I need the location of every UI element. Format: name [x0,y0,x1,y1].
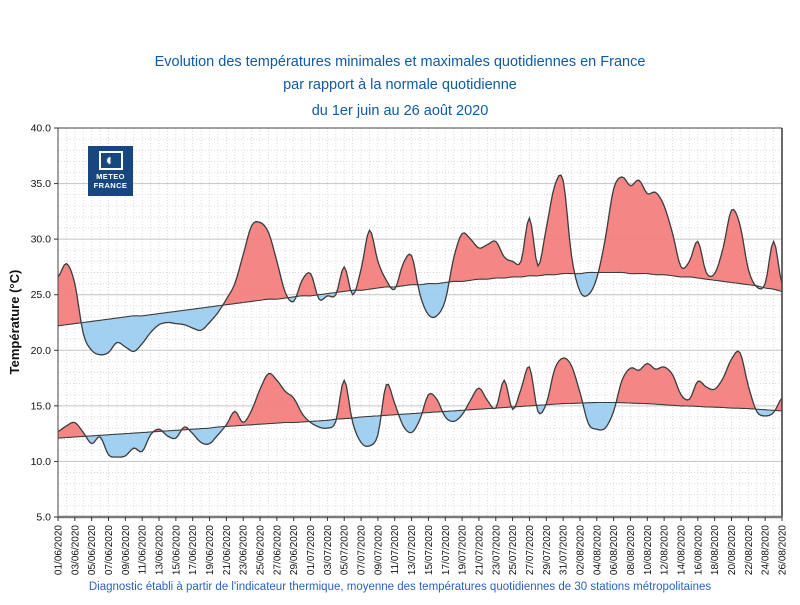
x-tick-label: 01/07/2020 [306,525,317,575]
x-tick-label: 27/07/2020 [525,525,536,575]
x-tick-label: 29/06/2020 [289,525,300,575]
tmin-below-normal-area [85,431,154,458]
x-tick-label: 15/07/2020 [424,525,435,575]
x-tick-label: 08/08/2020 [626,525,637,575]
x-tick-label: 24/08/2020 [761,525,772,575]
x-tick-label: 09/06/2020 [121,525,132,575]
x-tick-label: 16/08/2020 [693,525,704,575]
chart-title-line3: du 1er juin au 26 août 2020 [311,103,489,119]
tmax-above-normal-area [222,221,288,306]
tmax-above-normal-area [296,272,318,297]
logo-text-line2: FRANCE [93,181,128,190]
chart-title-line1: Evolution des températures minimales et … [154,54,646,70]
tmax-below-normal-area [417,281,450,318]
tmin-above-normal-area [381,384,399,416]
y-tick-label: 40.0 [31,123,52,135]
tmin-below-normal-area [755,409,775,416]
tmin-above-normal-area [515,367,537,407]
tmax-above-normal-area [449,175,575,282]
x-tick-label: 03/06/2020 [70,525,81,575]
tmax-above-normal-area [763,241,782,292]
x-tick-label: 06/08/2020 [609,525,620,575]
meteo-france-icon [98,151,123,170]
x-tick-label: 25/07/2020 [508,525,519,575]
tmin-daily-curve [57,350,783,458]
x-tick-label: 18/08/2020 [710,525,721,575]
tmin-above-normal-area [616,351,756,410]
tmax-above-normal-area [395,254,418,287]
x-tick-label: 01/06/2020 [54,525,65,575]
x-tick-label: 29/07/2020 [542,525,553,575]
chart-title-line2: par rapport à la normale quotidienne [283,77,517,93]
x-tick-label: 23/06/2020 [239,525,250,575]
x-tick-label: 03/07/2020 [323,525,334,575]
y-tick-label: 30.0 [31,234,52,246]
y-tick-label: 5.0 [36,512,51,524]
x-tick-label: 07/07/2020 [357,525,368,575]
y-tick-label: 20.0 [31,345,52,357]
x-tick-label: 13/07/2020 [407,525,418,575]
tmin-normal-curve [57,401,783,439]
x-tick-label: 11/06/2020 [138,525,149,575]
x-tick-label: 05/07/2020 [340,525,351,575]
tmin-below-normal-area [442,410,466,422]
x-tick-label: 11/07/2020 [390,525,401,575]
x-tick-label: 04/08/2020 [592,525,603,575]
x-tick-label: 21/06/2020 [222,525,233,575]
x-tick-label: 22/08/2020 [744,525,755,575]
tmin-above-normal-area [465,388,494,411]
tmin-above-normal-area [225,373,310,427]
x-tick-label: 27/06/2020 [272,525,283,575]
x-tick-label: 10/08/2020 [643,525,654,575]
tmin-above-normal-area [336,380,352,420]
x-tick-label: 13/06/2020 [155,525,166,575]
tmax-above-normal-area [336,266,351,293]
tmax-below-normal-area [350,290,356,295]
x-tick-label: 25/06/2020 [256,525,267,575]
y-tick-label: 15.0 [31,400,52,412]
x-tick-label: 19/07/2020 [458,525,469,575]
x-tick-label: 09/07/2020 [373,525,384,575]
tmin-above-normal-area [495,380,512,409]
x-tick-label: 15/06/2020 [171,525,182,575]
meteo-france-logo: METEO FRANCE [88,146,133,196]
y-tick-label: 10.0 [31,456,52,468]
x-tick-label: 07/06/2020 [104,525,115,575]
y-tick-label: 25.0 [31,289,52,301]
x-tick-label: 02/08/2020 [575,525,586,575]
x-tick-label: 19/06/2020 [205,525,216,575]
x-tick-label: 31/07/2020 [559,525,570,575]
tmin-below-normal-area [582,402,617,430]
x-tick-label: 12/08/2020 [660,525,671,575]
tmax-normal-curve [57,271,783,327]
x-tick-label: 17/06/2020 [188,525,199,575]
half-moon-glyph [106,156,115,165]
x-tick-label: 20/08/2020 [727,525,738,575]
x-tick-label: 23/07/2020 [491,525,502,575]
x-tick-label: 21/07/2020 [474,525,485,575]
tmin-below-normal-area [351,415,382,447]
tmax-above-normal-area [58,263,82,326]
x-tick-label: 14/08/2020 [676,525,687,575]
x-tick-label: 05/06/2020 [87,525,98,575]
tmax-below-normal-area [574,272,599,297]
tmin-above-normal-area [58,422,86,439]
logo-text-line1: METEO [96,172,125,181]
x-tick-label: 26/08/2020 [778,525,789,575]
tmin-below-normal-area [188,426,225,445]
tmax-above-normal-area [355,230,391,291]
tmax-daily-curve [57,174,783,356]
source-caption: Diagnostic établi à partir de l'indicate… [88,581,712,593]
x-tick-label: 17/07/2020 [441,525,452,575]
y-tick-label: 35.0 [31,178,52,190]
tmax-above-normal-area [598,176,756,286]
y-axis-title: Température (°C) [7,269,22,375]
